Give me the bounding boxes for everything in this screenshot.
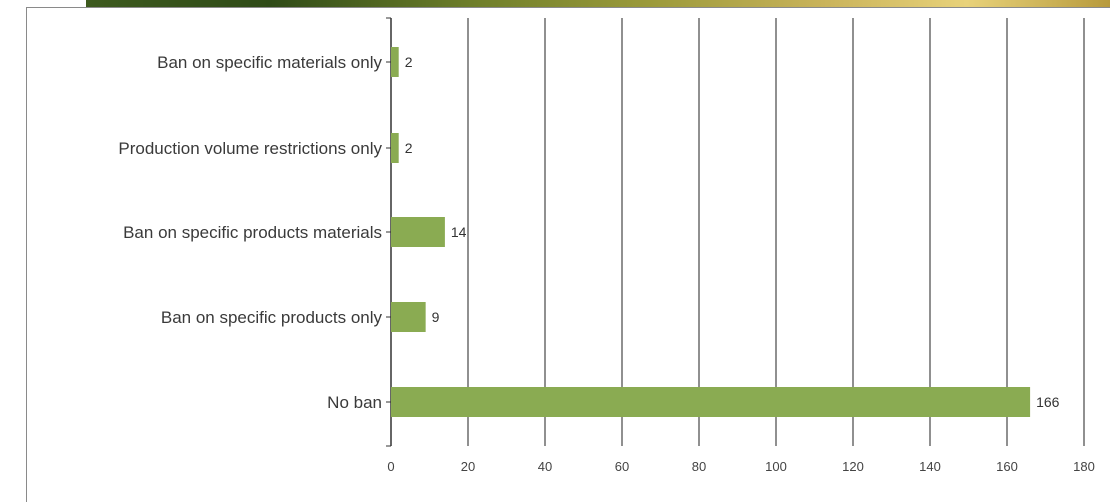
x-tick-label: 80 [692,459,706,474]
x-tick-label: 40 [538,459,552,474]
value-label: 14 [451,224,467,240]
value-label: 2 [405,140,413,156]
x-tick-label: 120 [842,459,864,474]
value-label: 166 [1036,394,1060,410]
category-label: No ban [327,393,382,412]
value-label: 2 [405,54,413,70]
category-label: Ban on specific products only [161,308,383,327]
x-tick-label: 20 [461,459,475,474]
x-tick-label: 100 [765,459,787,474]
bar [391,133,399,163]
x-tick-label: 60 [615,459,629,474]
category-label: Ban on specific materials only [157,53,382,72]
bar [391,302,426,332]
x-tick-label: 180 [1073,459,1095,474]
bar [391,217,445,247]
x-tick-label: 140 [919,459,941,474]
x-tick-label: 160 [996,459,1018,474]
category-label: Production volume restrictions only [118,139,382,158]
header-photo-strip [86,0,1110,7]
category-label: Ban on specific products materials [123,223,382,242]
bar [391,47,399,77]
value-label: 9 [432,309,440,325]
x-tick-label: 0 [387,459,394,474]
bar [391,387,1031,417]
chart-frame [26,7,1110,502]
